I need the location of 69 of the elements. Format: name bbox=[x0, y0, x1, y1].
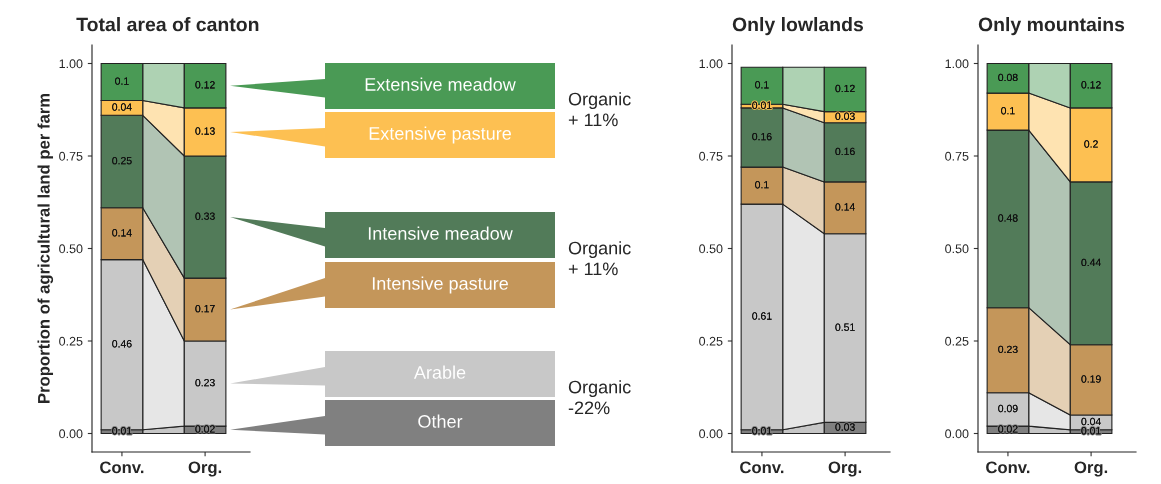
y-axis-title: Proportion of agricultural land per farm bbox=[37, 93, 54, 403]
data-label: 0.2 bbox=[1084, 140, 1098, 148]
data-label: 0.12 bbox=[835, 84, 855, 93]
data-label: 0.44 bbox=[1081, 258, 1101, 267]
data-label: 0.23 bbox=[195, 378, 215, 387]
chart-title: Total area of canton bbox=[76, 17, 259, 32]
data-label: 0.25 bbox=[112, 156, 132, 165]
y-tick-label: 1.00 bbox=[59, 59, 83, 69]
data-label: 0.1 bbox=[115, 77, 129, 85]
data-label: 0.12 bbox=[195, 81, 215, 89]
text: Organic + 11% bbox=[568, 241, 631, 276]
data-label: 0.12 bbox=[1081, 81, 1101, 89]
chart-title: Only mountains bbox=[978, 17, 1125, 36]
data-label: 0.19 bbox=[1081, 375, 1101, 383]
x-tick-label: Org. bbox=[828, 461, 862, 477]
text: Organic + 11% bbox=[568, 92, 631, 127]
y-tick-label: 1.00 bbox=[699, 59, 723, 69]
data-label: 0.33 bbox=[195, 212, 215, 220]
y-tick-label: 0.50 bbox=[59, 244, 83, 254]
data-label: 0.16 bbox=[752, 132, 772, 141]
text: Extensive pasture bbox=[369, 126, 511, 144]
data-label: 0.01 bbox=[752, 427, 772, 435]
y-tick-label: 0.00 bbox=[699, 429, 723, 439]
data-label: 0.17 bbox=[195, 304, 215, 313]
y-tick-label: 0.75 bbox=[699, 151, 723, 161]
data-label: 0.02 bbox=[195, 425, 215, 433]
data-label: 0.46 bbox=[112, 340, 132, 348]
data-label: 0.04 bbox=[112, 103, 132, 111]
data-label: 0.01 bbox=[1081, 427, 1101, 435]
y-tick-label: 0.25 bbox=[945, 336, 969, 346]
text: Extensive meadow bbox=[365, 77, 516, 91]
chart-title: Only lowlands bbox=[732, 17, 864, 36]
y-tick-label: 0.75 bbox=[59, 151, 83, 161]
text: Organic -22% bbox=[568, 380, 631, 415]
data-label: 0.09 bbox=[998, 404, 1018, 413]
text: Intensive meadow bbox=[368, 226, 513, 240]
y-tick-label: 0.00 bbox=[945, 429, 969, 439]
y-tick-label: 0.50 bbox=[699, 244, 723, 254]
text: Intensive pasture bbox=[372, 276, 508, 294]
x-tick-label: Org. bbox=[188, 461, 222, 477]
x-tick-label: Conv. bbox=[740, 461, 784, 474]
data-label: 0.1 bbox=[1001, 107, 1015, 115]
data-label: 0.03 bbox=[835, 112, 855, 120]
data-label: 0.01 bbox=[752, 101, 772, 109]
data-label: 0.1 bbox=[755, 181, 769, 189]
x-tick-label: Conv. bbox=[986, 461, 1030, 474]
data-label: 0.14 bbox=[835, 203, 855, 211]
data-label: 0.16 bbox=[835, 147, 855, 156]
data-label: 0.04 bbox=[1081, 417, 1101, 426]
y-tick-label: 0.75 bbox=[945, 151, 969, 161]
y-tick-label: 0.50 bbox=[945, 244, 969, 254]
data-label: 0.03 bbox=[835, 423, 855, 431]
data-label: 0.02 bbox=[998, 425, 1018, 433]
x-tick-label: Org. bbox=[1074, 461, 1108, 477]
data-label: 0.08 bbox=[998, 73, 1018, 82]
y-tick-label: 0.25 bbox=[699, 336, 723, 346]
data-label: 0.48 bbox=[998, 214, 1018, 222]
y-tick-label: 0.00 bbox=[59, 429, 83, 439]
data-label: 0.23 bbox=[998, 345, 1018, 354]
y-tick-label: 0.25 bbox=[59, 336, 83, 346]
x-tick-label: Conv. bbox=[100, 461, 144, 474]
data-label: 0.61 bbox=[752, 312, 772, 320]
data-label: 0.14 bbox=[112, 229, 132, 237]
data-label: 0.13 bbox=[195, 127, 215, 135]
data-label: 0.51 bbox=[835, 323, 855, 331]
data-label: 0.01 bbox=[112, 427, 132, 435]
text: Other bbox=[418, 414, 463, 428]
y-tick-label: 1.00 bbox=[945, 59, 969, 69]
data-label: 0.1 bbox=[755, 81, 769, 89]
